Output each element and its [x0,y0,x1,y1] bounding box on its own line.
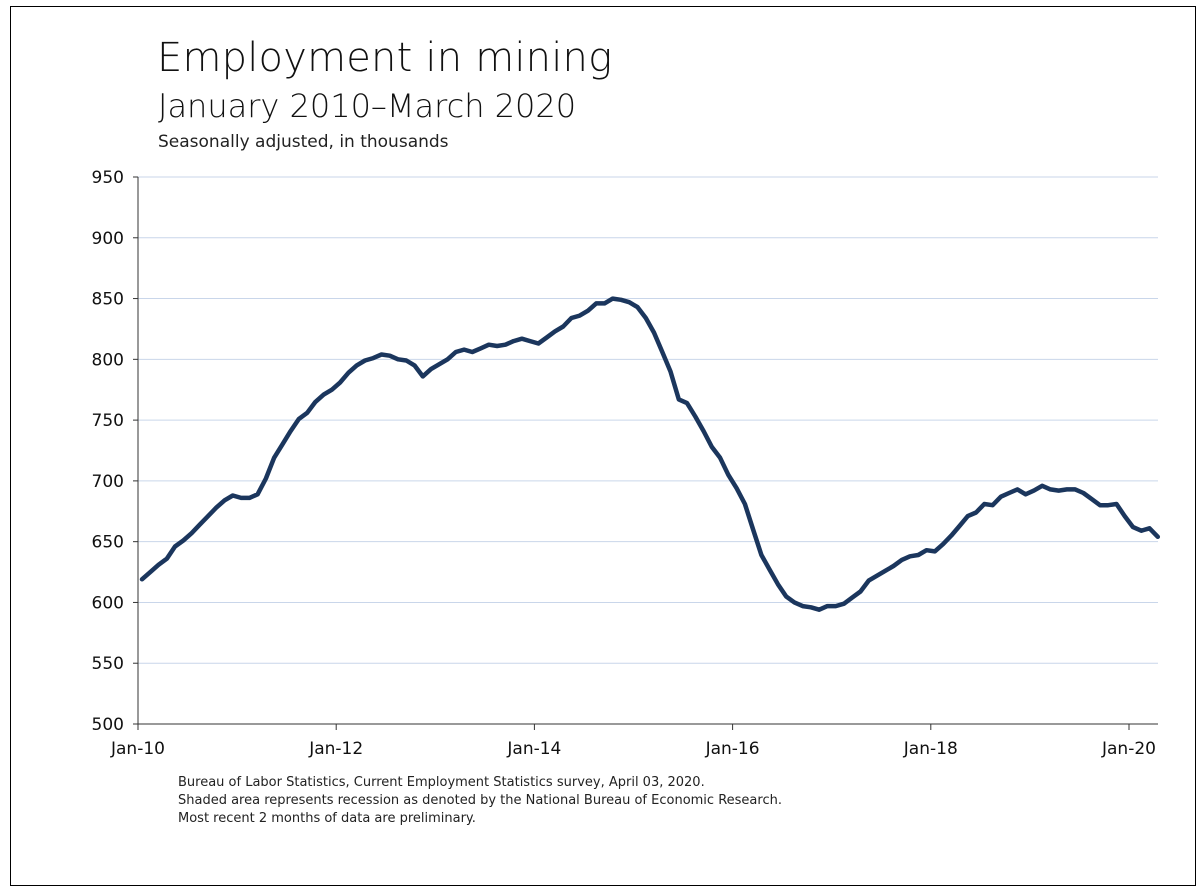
y-tick-label: 750 [92,411,124,431]
y-tick-label: 600 [92,593,124,613]
units-label: Seasonally adjusted, in thousands [158,132,449,152]
y-tick-label: 950 [92,168,124,188]
x-tick-label: Jan-20 [1101,739,1156,759]
y-tick-label: 500 [92,715,124,735]
y-tick-label: 850 [92,290,124,310]
chart-subtitle: January 2010–March 2020 [158,87,577,125]
x-tick-label: Jan-16 [705,739,760,759]
y-tick-label: 550 [92,654,124,674]
y-tick-label: 800 [92,350,124,370]
y-tick-label: 700 [92,472,124,492]
recession-note: Shaded area represents recession as deno… [178,793,782,808]
y-tick-label: 650 [92,533,124,553]
y-tick-label: 900 [92,229,124,249]
x-tick-label: Jan-18 [903,739,958,759]
source-note: Bureau of Labor Statistics, Current Empl… [178,775,705,790]
x-tick-label: Jan-10 [110,739,165,759]
chart-title: Employment in mining [157,35,613,81]
x-tick-label: Jan-12 [308,739,363,759]
x-tick-label: Jan-14 [506,739,561,759]
source-notes: Bureau of Labor Statistics, Current Empl… [178,774,782,828]
preliminary-note: Most recent 2 months of data are prelimi… [178,811,476,826]
series-line [139,296,1161,612]
